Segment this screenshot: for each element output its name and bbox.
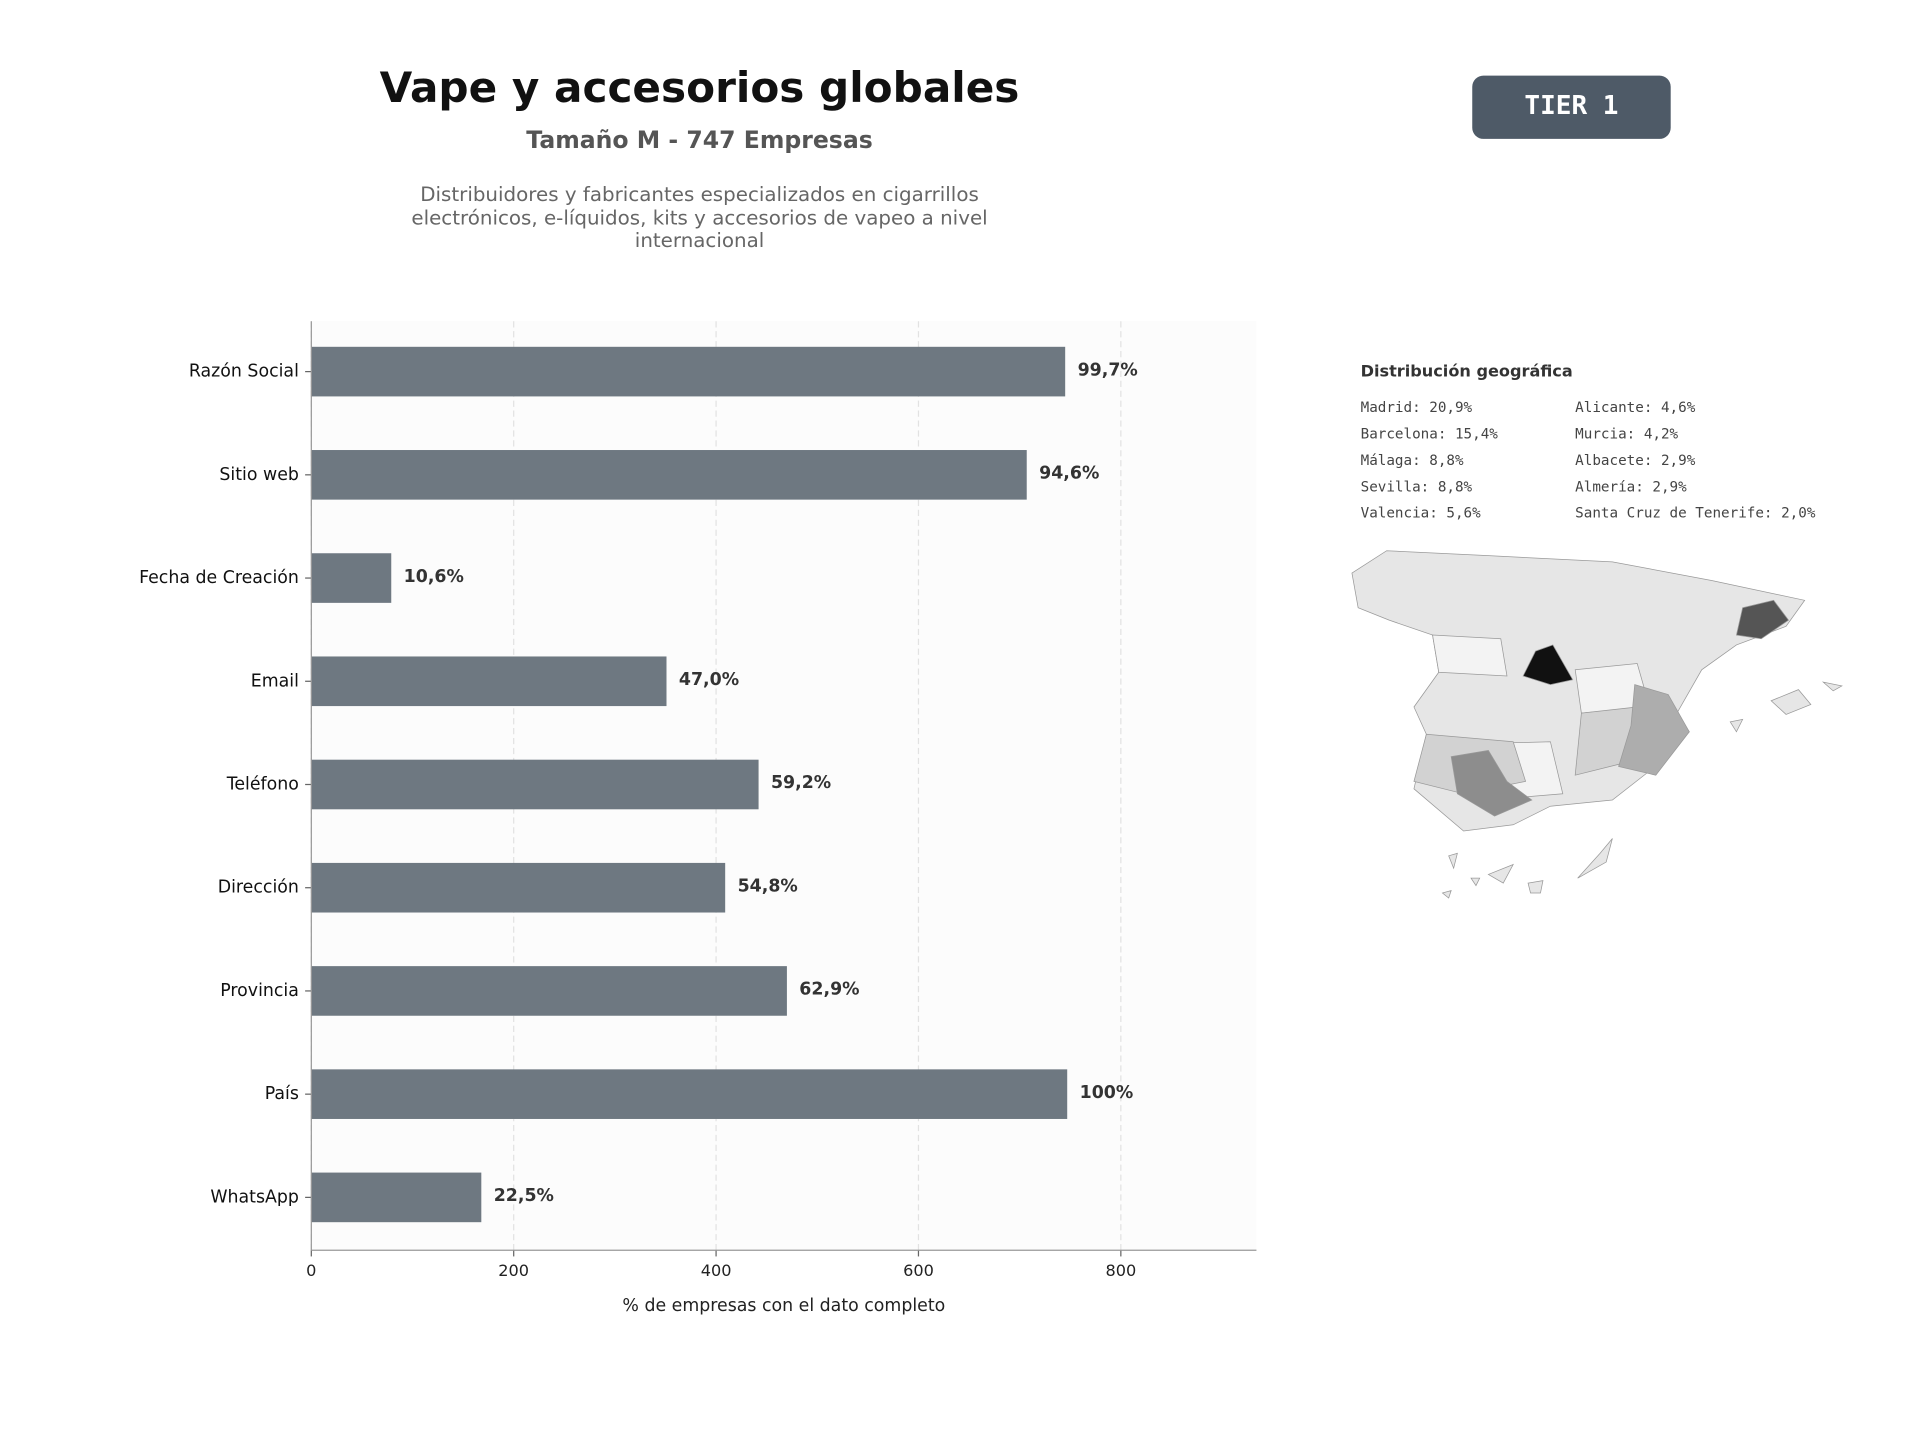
geo-item: Málaga: 8,8% — [1361, 453, 1464, 469]
bar — [311, 656, 667, 707]
map-valencia — [1618, 684, 1690, 776]
geo-item: Valencia: 5,6% — [1361, 506, 1482, 522]
map-canaries — [1441, 838, 1613, 899]
bar — [311, 1069, 1068, 1119]
geo-item: Barcelona: 15,4% — [1361, 426, 1499, 442]
chart-subtitle: Tamaño M - 747 Empresas — [526, 126, 872, 154]
bar — [311, 966, 787, 1016]
y-tick-label: Fecha de Creación — [139, 568, 299, 588]
value-label: 94,6% — [1039, 464, 1099, 484]
map — [1351, 550, 1843, 899]
geo-item: Madrid: 20,9% — [1361, 400, 1473, 416]
x-tick-label: 600 — [903, 1261, 934, 1280]
chart-title: Vape y accesorios globales — [380, 63, 1020, 112]
geo-list: Madrid: 20,9% Barcelona: 15,4% Málaga: 8,8… — [1361, 400, 1816, 522]
x-tick-label: 200 — [498, 1261, 529, 1280]
map-barcelona — [1735, 599, 1790, 640]
geo-item: Alicante: 4,6% — [1575, 400, 1696, 416]
y-tick-label: Teléfono — [226, 774, 299, 794]
bar — [311, 450, 1027, 500]
x-tick-label: 400 — [701, 1261, 732, 1280]
geo-item: Murcia: 4,2% — [1575, 426, 1678, 442]
badge — [1472, 75, 1671, 139]
geo-item: Almería: 2,9% — [1575, 479, 1687, 495]
x-tick-label: 0 — [306, 1261, 316, 1280]
bar — [311, 759, 759, 810]
y-tick-label: Dirección — [218, 878, 299, 898]
value-label: 10,6% — [404, 567, 464, 587]
x-tick-label: 800 — [1105, 1261, 1136, 1280]
description: Distribuidores y fabricantes especializa… — [411, 183, 988, 252]
value-label: 22,5% — [494, 1186, 554, 1206]
value-label: 100% — [1080, 1083, 1134, 1103]
badge-text: TIER 1 — [1524, 91, 1618, 121]
y-tick-label: Email — [251, 671, 299, 691]
geo-title: Distribución geográfica — [1361, 362, 1573, 381]
x-axis-label: % de empresas con el dato completo — [622, 1296, 945, 1316]
map-madrid — [1522, 644, 1574, 686]
value-label: 47,0% — [679, 670, 739, 690]
description-box: Distribuidores y fabricantes especializa… — [411, 183, 988, 252]
bar — [311, 346, 1066, 397]
geo-item: Albacete: 2,9% — [1575, 453, 1696, 469]
value-label: 99,7% — [1078, 360, 1138, 380]
bar — [311, 553, 392, 603]
geo-item: Santa Cruz de Tenerife: 2,0% — [1575, 506, 1816, 522]
value-label: 54,8% — [738, 876, 798, 896]
geo-item: Sevilla: 8,8% — [1361, 479, 1473, 495]
bar — [311, 1172, 482, 1223]
bars: Razón Social 99,7% Sitio web 94,6% Fecha de … — [139, 346, 1138, 1223]
value-label: 59,2% — [771, 773, 831, 793]
map-balearics — [1729, 681, 1843, 733]
y-tick-label: País — [265, 1084, 299, 1104]
bar — [311, 862, 726, 913]
y-tick-label: WhatsApp — [210, 1187, 299, 1207]
y-tick-label: Sitio web — [219, 465, 299, 485]
y-tick-label: Razón Social — [189, 362, 299, 382]
value-label: 62,9% — [799, 980, 859, 1000]
y-tick-label: Provincia — [220, 981, 299, 1001]
map-andalusia — [1450, 749, 1533, 817]
